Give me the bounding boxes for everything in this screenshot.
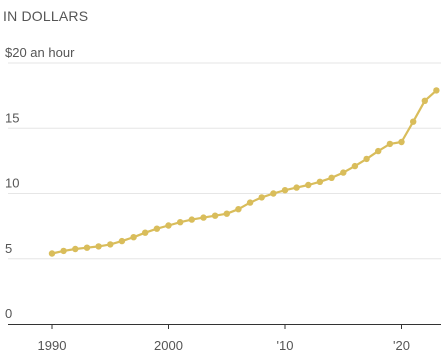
data-point-1999 [153, 225, 161, 232]
x-axis: 1990 2000 '10 '20 [8, 324, 441, 353]
data-point-1992 [72, 245, 79, 253]
data-point-2000 [165, 222, 172, 229]
series-layer [48, 87, 440, 257]
chart-subtitle: IN DOLLARS [3, 8, 88, 24]
data-point-1990 [48, 250, 56, 257]
data-point-2020 [398, 138, 405, 146]
data-point-2017 [363, 155, 370, 163]
data-point-1994 [95, 243, 102, 250]
data-point-2001 [177, 219, 184, 226]
data-point-2011 [293, 184, 300, 191]
data-point-1998 [142, 229, 149, 236]
data-point-2007 [246, 199, 254, 206]
series-line-0 [50, 89, 438, 255]
y-tick-label-10: 10 [5, 176, 19, 191]
data-point-2019 [386, 140, 394, 148]
data-point-2012 [305, 181, 312, 189]
data-point-2006 [235, 206, 242, 213]
data-point-2003 [200, 214, 207, 221]
data-point-2015 [340, 169, 347, 176]
data-point-1997 [130, 234, 137, 241]
data-point-1996 [118, 237, 126, 245]
grid-layer [8, 62, 441, 260]
data-point-2022 [421, 97, 428, 105]
data-point-2002 [188, 216, 195, 223]
x-tick-label-2000: 2000 [154, 338, 183, 353]
data-point-2013 [316, 178, 324, 185]
x-tick-label-2020: '20 [393, 338, 410, 353]
x-tick-label-1990: 1990 [38, 338, 67, 353]
y-tick-labels: 0 5 10 15 $20 an hour [5, 45, 75, 321]
y-tick-label-20: $20 an hour [5, 45, 75, 60]
data-point-2010 [281, 187, 289, 194]
data-point-2008 [258, 194, 265, 201]
data-point-2021 [410, 118, 417, 125]
data-point-2016 [351, 162, 359, 170]
data-point-2005 [223, 210, 230, 217]
data-point-1993 [83, 244, 91, 251]
y-tick-label-15: 15 [5, 110, 19, 125]
data-point-2023 [433, 87, 440, 94]
data-point-1991 [60, 247, 67, 255]
data-point-2018 [375, 147, 382, 155]
y-tick-label-5: 5 [5, 241, 12, 256]
x-tick-label-2010: '10 [277, 338, 294, 353]
y-tick-label-0: 0 [5, 306, 12, 321]
data-point-2014 [328, 174, 335, 181]
data-point-2009 [270, 190, 277, 197]
data-point-2004 [211, 212, 219, 219]
data-point-1995 [107, 241, 114, 248]
